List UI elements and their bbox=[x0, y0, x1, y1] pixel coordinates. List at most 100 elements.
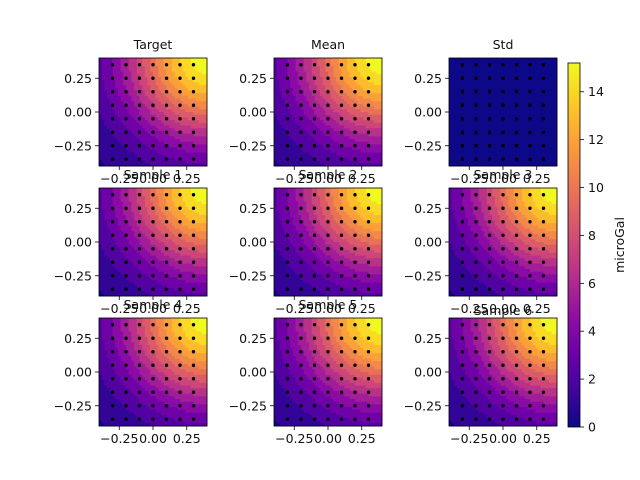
heatmap-cell bbox=[155, 109, 159, 113]
heatmap-cell bbox=[190, 60, 194, 64]
heatmap-cell bbox=[295, 136, 299, 140]
heatmap-cell bbox=[540, 109, 544, 113]
heatmap-cell bbox=[457, 93, 461, 97]
heatmap-cell bbox=[282, 68, 286, 72]
heatmap-cell bbox=[301, 122, 305, 126]
heatmap-cell bbox=[470, 79, 474, 83]
heatmap-cell bbox=[177, 141, 181, 145]
heatmap-cell bbox=[465, 98, 469, 102]
heatmap-cell bbox=[330, 109, 334, 113]
observation-point bbox=[110, 76, 115, 80]
heatmap-cell bbox=[161, 141, 165, 145]
heatmap-cell bbox=[204, 79, 208, 83]
heatmap-cell bbox=[543, 95, 547, 99]
heatmap-cell bbox=[478, 66, 482, 70]
heatmap-cell bbox=[112, 95, 116, 99]
heatmap-cell bbox=[204, 85, 208, 89]
heatmap-cell bbox=[449, 66, 453, 70]
heatmap-cell bbox=[521, 101, 525, 105]
heatmap-cell bbox=[107, 157, 111, 161]
heatmap-cell bbox=[287, 147, 291, 151]
heatmap-cell bbox=[282, 63, 286, 67]
heatmap-cell bbox=[365, 85, 369, 89]
heatmap-cell bbox=[513, 128, 517, 132]
heatmap-cell bbox=[554, 90, 558, 94]
heatmap-cell bbox=[346, 95, 350, 99]
heatmap-cell bbox=[153, 152, 157, 156]
heatmap-cell bbox=[101, 125, 105, 129]
heatmap-cell bbox=[298, 125, 302, 129]
heatmap-cell bbox=[171, 58, 175, 62]
heatmap-cell bbox=[349, 120, 353, 124]
heatmap-cell bbox=[470, 160, 474, 164]
heatmap-cell bbox=[282, 103, 286, 107]
heatmap-cell bbox=[193, 68, 197, 72]
heatmap-cell bbox=[117, 93, 121, 97]
heatmap-cell bbox=[473, 155, 477, 159]
heatmap-cell bbox=[120, 160, 124, 164]
heatmap-cell bbox=[355, 74, 359, 78]
heatmap-cell bbox=[546, 133, 550, 137]
heatmap-cell bbox=[470, 90, 474, 94]
heatmap-cell bbox=[136, 93, 140, 97]
heatmap-cell bbox=[535, 136, 539, 140]
heatmap-cell bbox=[486, 106, 490, 110]
heatmap-cell bbox=[508, 82, 512, 86]
heatmap-cell bbox=[282, 66, 286, 70]
heatmap-cell bbox=[543, 141, 547, 145]
heatmap-cell bbox=[117, 98, 121, 102]
heatmap-cell bbox=[147, 93, 151, 97]
heatmap-cell bbox=[473, 71, 477, 75]
heatmap-cell bbox=[344, 160, 348, 164]
heatmap-cell bbox=[494, 152, 498, 156]
heatmap-cell bbox=[301, 147, 305, 151]
heatmap-cell bbox=[126, 122, 130, 126]
heatmap-cell bbox=[551, 141, 555, 145]
heatmap-cell bbox=[376, 139, 380, 143]
heatmap-cell bbox=[128, 144, 132, 148]
heatmap-cell bbox=[543, 71, 547, 75]
heatmap-cell bbox=[330, 147, 334, 151]
heatmap-cell bbox=[306, 152, 310, 156]
heatmap-cell bbox=[295, 74, 299, 78]
heatmap-cell bbox=[306, 128, 310, 132]
heatmap-cell bbox=[198, 128, 202, 132]
heatmap-cell bbox=[497, 85, 501, 89]
heatmap-cell bbox=[336, 157, 340, 161]
heatmap-cell bbox=[368, 68, 372, 72]
heatmap-cell bbox=[459, 139, 463, 143]
heatmap-cell bbox=[161, 66, 165, 70]
heatmap-cell bbox=[115, 152, 119, 156]
heatmap-cell bbox=[314, 95, 318, 99]
observation-point bbox=[299, 130, 303, 134]
heatmap-cell bbox=[379, 133, 383, 137]
heatmap-cells bbox=[274, 58, 383, 167]
heatmap-cell bbox=[451, 60, 455, 64]
heatmap-cell bbox=[147, 106, 151, 110]
heatmap-cell bbox=[365, 109, 369, 113]
heatmap-cell bbox=[322, 98, 326, 102]
heatmap-cell bbox=[484, 163, 488, 167]
heatmap-cell bbox=[301, 114, 305, 118]
heatmap-cell bbox=[306, 103, 310, 107]
heatmap-cell bbox=[196, 95, 200, 99]
heatmap-cell bbox=[476, 125, 480, 129]
heatmap-cell bbox=[481, 63, 485, 67]
heatmap-cell bbox=[459, 66, 463, 70]
heatmap-cell bbox=[484, 98, 488, 102]
heatmap-cell bbox=[489, 109, 493, 113]
heatmap-cell bbox=[287, 125, 291, 129]
heatmap-cell bbox=[126, 79, 130, 83]
heatmap-cell bbox=[134, 122, 138, 126]
heatmap-cell bbox=[341, 155, 345, 159]
heatmap-cell bbox=[527, 60, 531, 64]
heatmap-cell bbox=[500, 109, 504, 113]
heatmap-cell bbox=[465, 76, 469, 80]
observation-point bbox=[353, 144, 357, 148]
heatmap-cell bbox=[112, 66, 116, 70]
heatmap-cell bbox=[365, 106, 369, 110]
heatmap-cell bbox=[104, 163, 108, 167]
heatmap-cell bbox=[166, 128, 170, 132]
heatmap-cell bbox=[457, 103, 461, 107]
heatmap-cell bbox=[279, 157, 283, 161]
